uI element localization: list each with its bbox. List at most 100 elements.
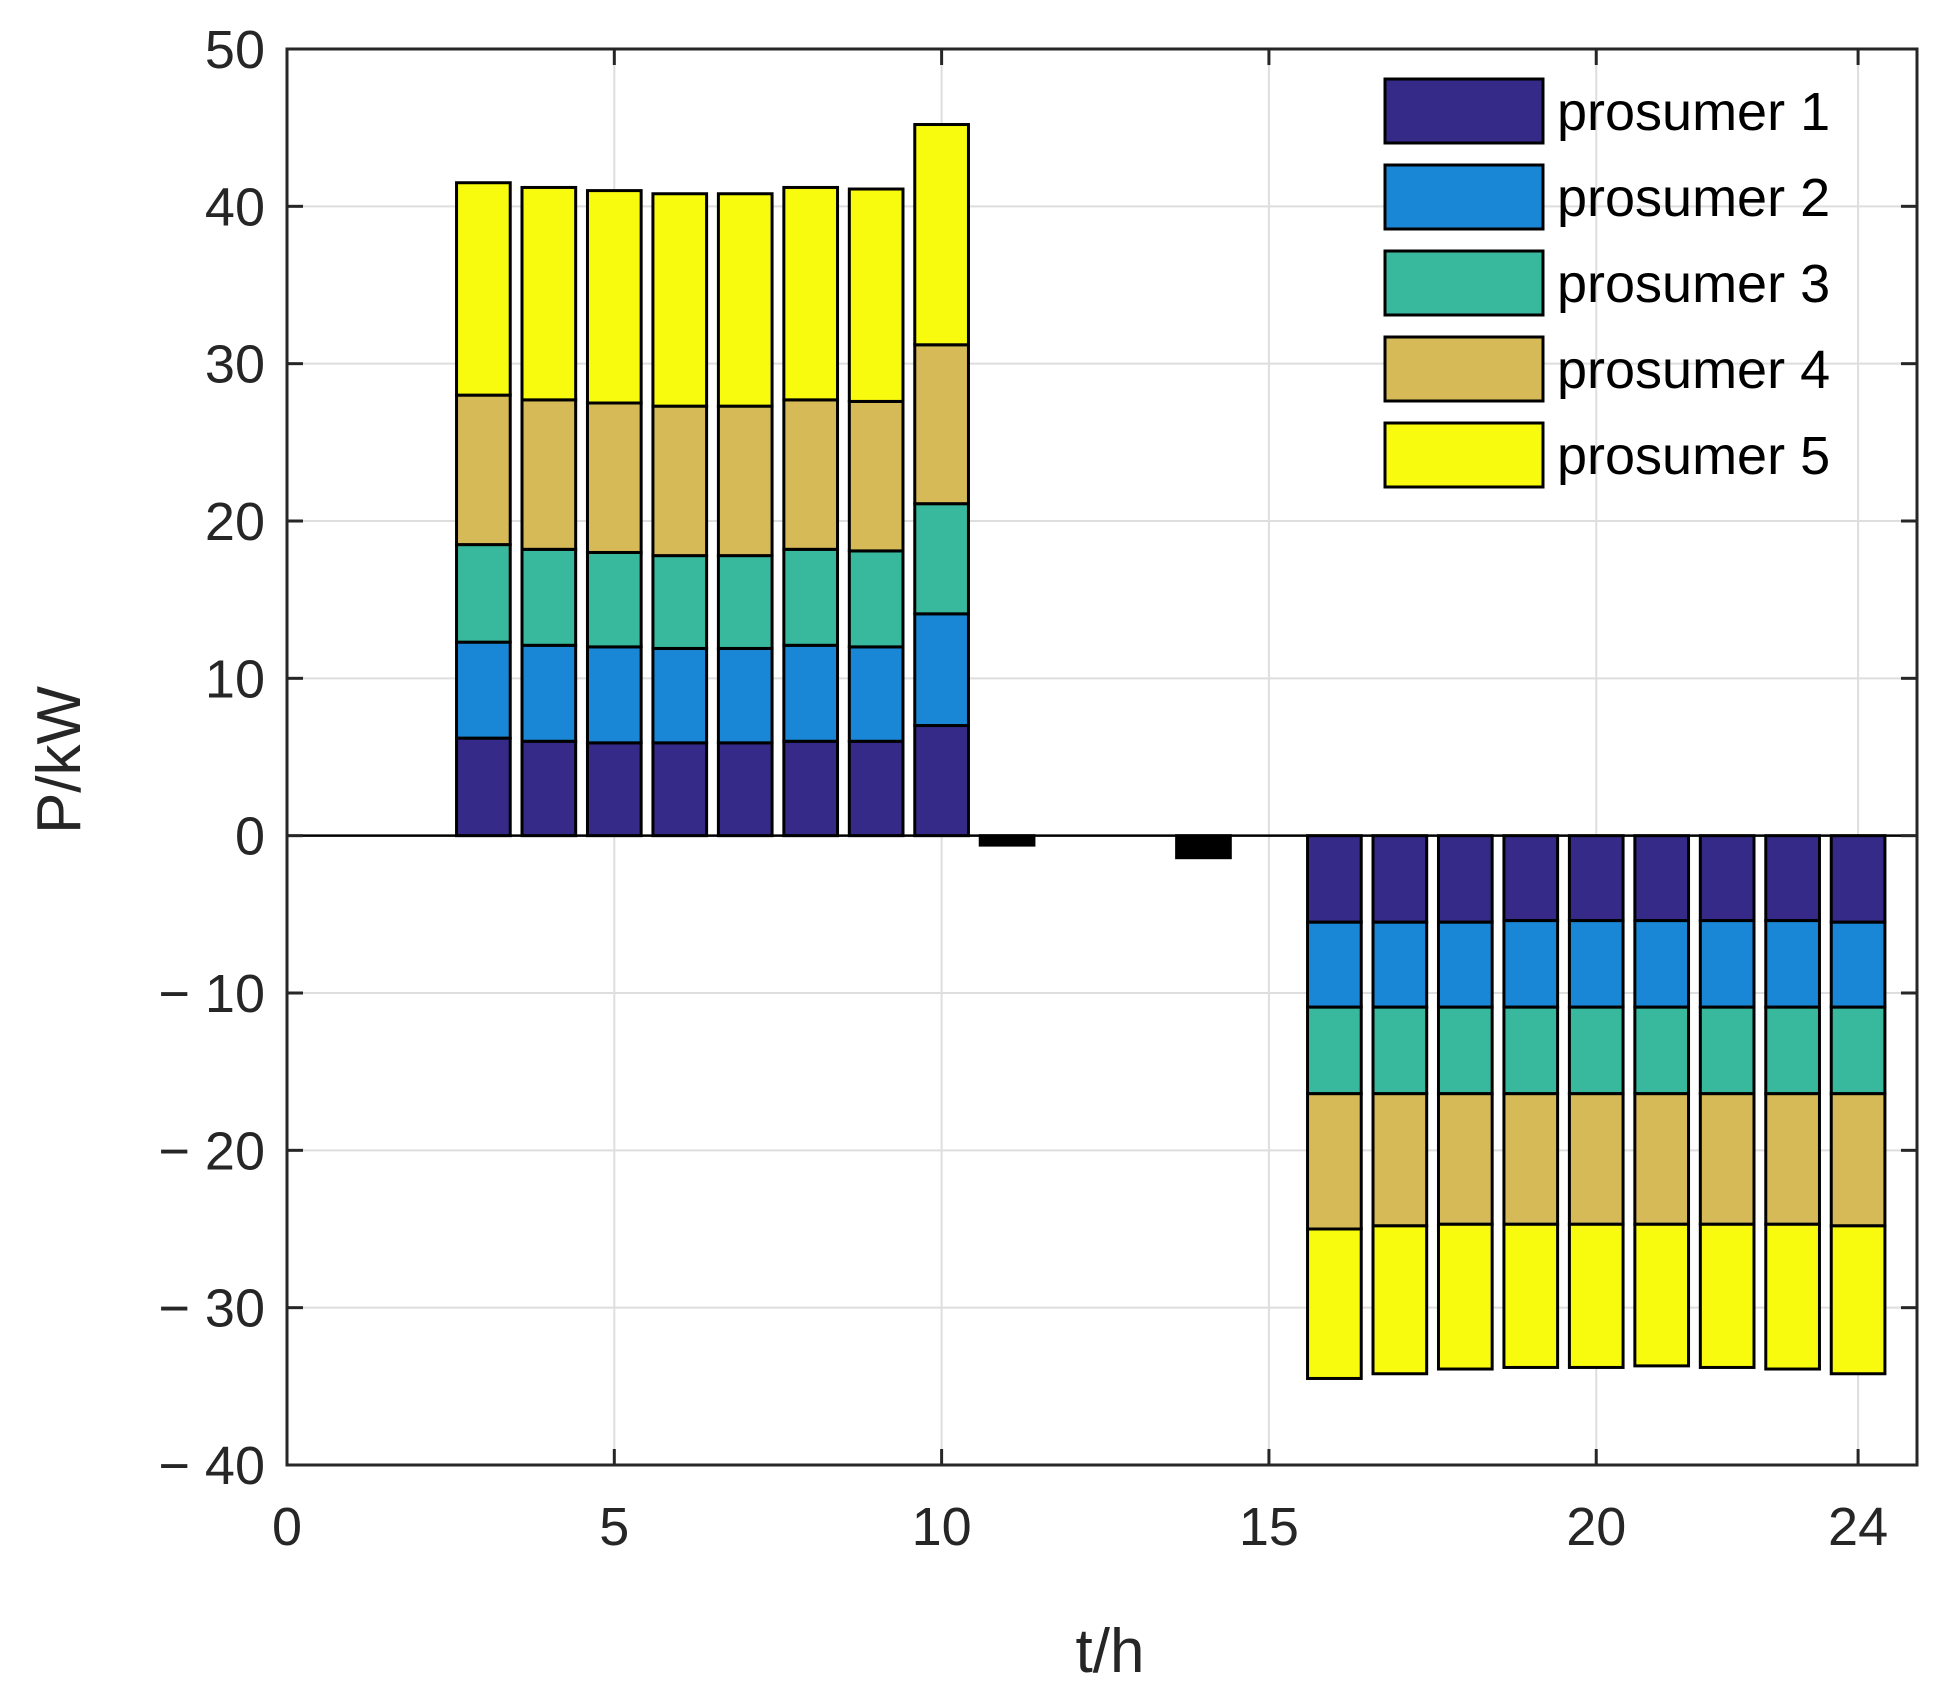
bar-segment bbox=[1371, 1005, 1429, 1096]
bar-segment bbox=[913, 724, 970, 838]
bar-segment bbox=[1371, 920, 1429, 1009]
bar-segment bbox=[520, 185, 578, 402]
bar-segment bbox=[585, 550, 643, 649]
y-tick-label: 50 bbox=[205, 20, 265, 80]
bar-segment bbox=[716, 741, 774, 838]
y-axis-label: P/kW bbox=[25, 685, 94, 834]
bar-segment bbox=[1567, 1092, 1625, 1226]
legend-label: prosumer 5 bbox=[1557, 426, 1830, 486]
bar-segment bbox=[1829, 1224, 1887, 1376]
bar-segment bbox=[1764, 1092, 1821, 1226]
axes-box bbox=[285, 47, 1919, 1467]
bar-segment bbox=[782, 398, 840, 551]
bar-segment bbox=[847, 187, 905, 403]
bar-segment bbox=[651, 554, 709, 650]
bar-segment bbox=[1436, 1222, 1494, 1371]
legend-swatch bbox=[1383, 77, 1545, 145]
bar-segment bbox=[847, 549, 905, 649]
bar-segment bbox=[455, 736, 512, 838]
bar-segment bbox=[1633, 1222, 1691, 1368]
y-tick-label: − 10 bbox=[158, 964, 265, 1024]
bar-segment bbox=[651, 192, 709, 408]
bar-segment bbox=[1567, 834, 1625, 923]
legend-label: prosumer 2 bbox=[1557, 168, 1830, 228]
x-axis-label: t/h bbox=[1076, 1617, 1145, 1686]
bar-segment bbox=[1698, 834, 1756, 923]
bar-segment bbox=[1633, 919, 1691, 1009]
bar-segment bbox=[455, 543, 512, 644]
bar-segment bbox=[782, 185, 840, 402]
bar-segment bbox=[1764, 1005, 1821, 1096]
bar-segment bbox=[716, 554, 774, 650]
y-tick-label: 40 bbox=[205, 177, 265, 237]
legend-swatch bbox=[1383, 163, 1545, 231]
bar-segment bbox=[847, 645, 905, 743]
bar-segment bbox=[455, 393, 512, 547]
y-tick-label: − 20 bbox=[158, 1121, 265, 1181]
legend-label: prosumer 1 bbox=[1557, 82, 1830, 142]
bar-segment bbox=[1436, 1005, 1494, 1096]
bar-segment bbox=[847, 739, 905, 838]
bar-segment bbox=[455, 181, 512, 397]
bar-segment bbox=[1698, 1005, 1756, 1096]
bar-segment bbox=[455, 640, 512, 740]
bar-segment bbox=[651, 404, 709, 558]
legend-label: prosumer 4 bbox=[1557, 340, 1830, 400]
bar-segment bbox=[520, 547, 578, 647]
bar-segment bbox=[1633, 1005, 1691, 1096]
bar-segment bbox=[1829, 1092, 1887, 1228]
bar-segment bbox=[978, 834, 1036, 847]
x-tick-label: 15 bbox=[1239, 1497, 1299, 1557]
bar-segment bbox=[1829, 834, 1887, 924]
bar-segment bbox=[913, 502, 970, 616]
y-tick-label: − 40 bbox=[158, 1436, 265, 1496]
bar-segment bbox=[1764, 919, 1821, 1009]
bar-segment bbox=[782, 739, 840, 838]
bar-segment bbox=[1698, 1092, 1756, 1226]
bar-segment bbox=[520, 643, 578, 743]
bar-segment bbox=[1436, 834, 1494, 924]
bar-segment bbox=[1567, 1005, 1625, 1096]
bar-segment bbox=[1502, 1222, 1560, 1369]
bar-segment bbox=[1502, 919, 1560, 1009]
legend-label: prosumer 3 bbox=[1557, 254, 1830, 314]
y-tick-label: 0 bbox=[235, 807, 265, 867]
bar-segment bbox=[716, 192, 774, 408]
bar-segment bbox=[1829, 920, 1887, 1009]
axes: 0 5 10 15 20 24 50 40 30 20 10 0 − 10 − 20 − 30 − 40 bbox=[158, 20, 1919, 1557]
bar-segment bbox=[782, 643, 840, 743]
bar-segment bbox=[520, 739, 578, 838]
bar-segment bbox=[1306, 1005, 1363, 1096]
x-tick-label: 0 bbox=[272, 1497, 302, 1557]
bar-segment bbox=[782, 547, 840, 647]
bar-segment bbox=[1306, 920, 1363, 1009]
bar-segment bbox=[913, 123, 970, 347]
y-tick-label: 20 bbox=[205, 492, 265, 552]
bar-segment bbox=[1698, 919, 1756, 1009]
bar-segment bbox=[1436, 920, 1494, 1009]
legend: prosumer 1 prosumer 2 prosumer 3 prosumer 4… bbox=[1383, 77, 1830, 489]
bar-segment bbox=[913, 343, 970, 506]
legend-swatch bbox=[1383, 335, 1545, 403]
bar-segment bbox=[651, 646, 709, 745]
bar-segment bbox=[1371, 1224, 1429, 1376]
bar-segment bbox=[1633, 834, 1691, 923]
bar-segment bbox=[1371, 834, 1429, 924]
x-tick-label: 10 bbox=[912, 1497, 972, 1557]
bar-segment bbox=[1502, 834, 1560, 923]
bar-segment bbox=[1436, 1092, 1494, 1226]
bar-segment bbox=[847, 399, 905, 553]
bar-segment bbox=[1502, 1092, 1560, 1226]
x-tick-label: 5 bbox=[599, 1497, 629, 1557]
bar-segment bbox=[716, 646, 774, 745]
legend-swatch bbox=[1383, 249, 1545, 317]
bar-segment bbox=[1175, 834, 1232, 860]
bar-segment bbox=[1567, 1222, 1625, 1369]
bar-segment bbox=[585, 741, 643, 838]
bar-segment bbox=[716, 404, 774, 558]
bar-segment bbox=[585, 189, 643, 405]
x-tick-label: 20 bbox=[1566, 1497, 1626, 1557]
bar-segment bbox=[1306, 834, 1363, 924]
bar-segment bbox=[913, 612, 970, 728]
